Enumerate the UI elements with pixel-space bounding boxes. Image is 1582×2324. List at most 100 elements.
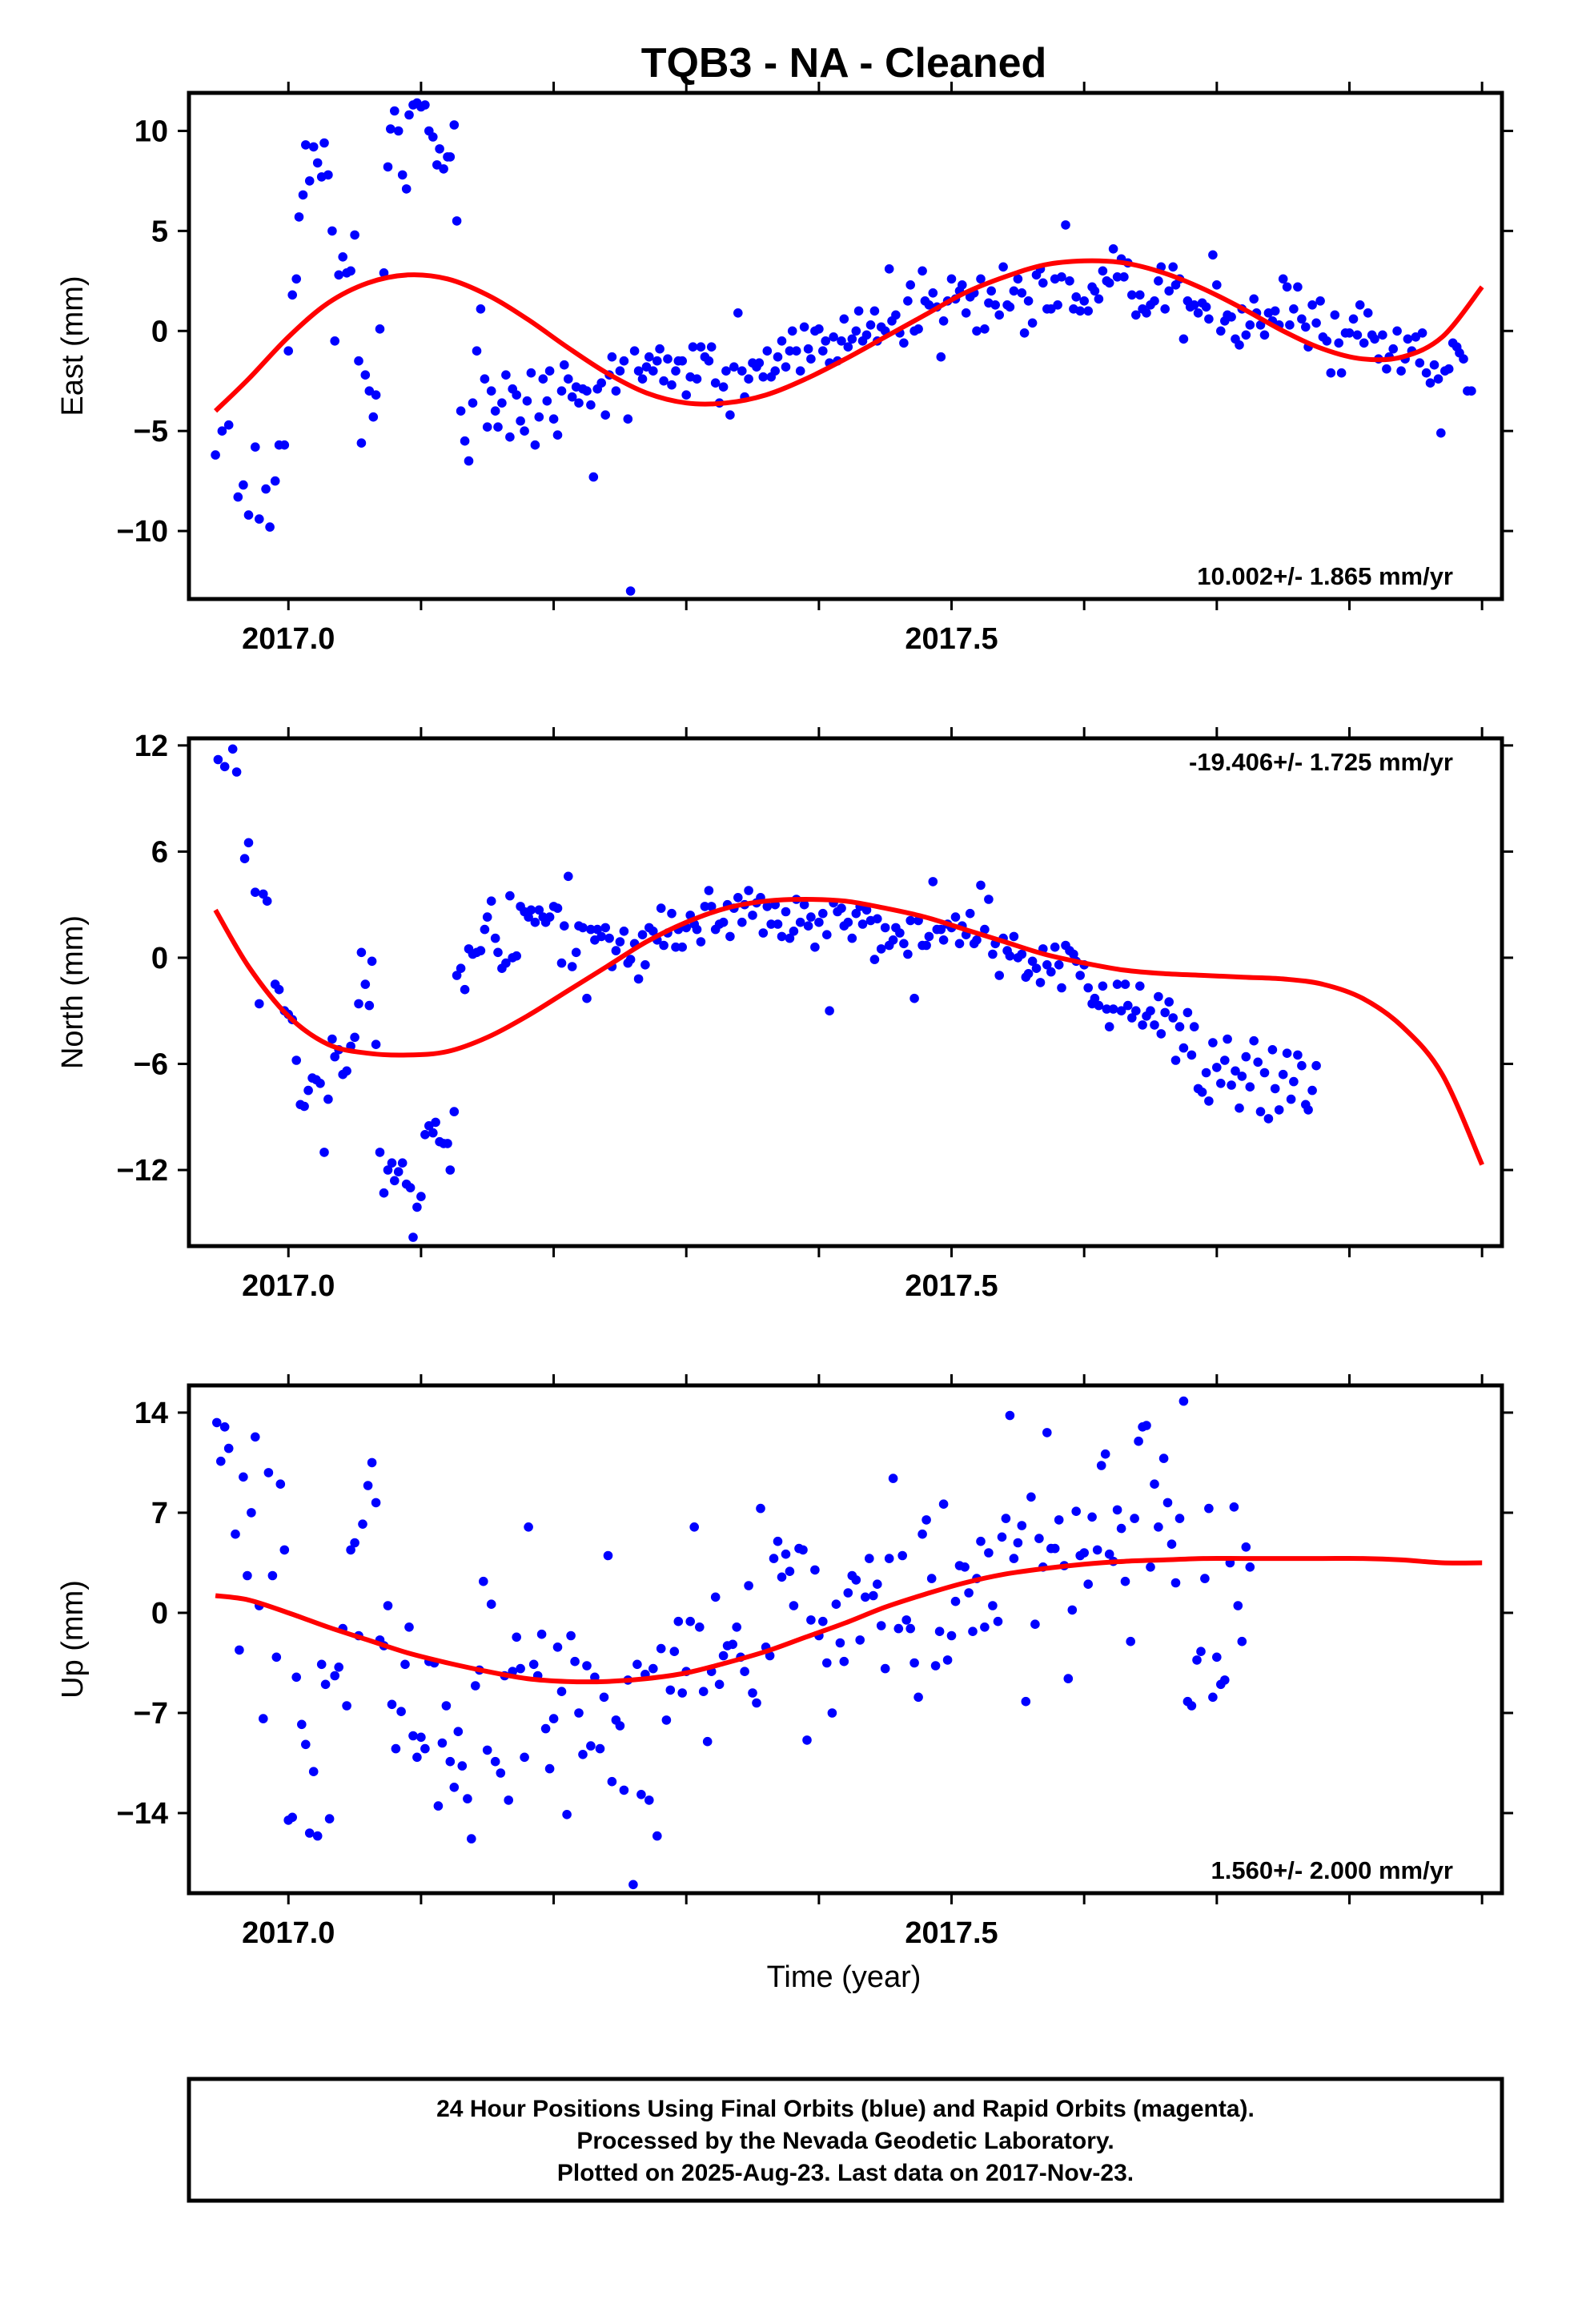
up-data-point: [219, 1422, 230, 1432]
east-data-point: [298, 190, 308, 200]
up-data-point: [363, 1481, 373, 1490]
up-data-point: [673, 1616, 684, 1626]
up-data-point: [698, 1687, 709, 1696]
up-data-point: [865, 1554, 874, 1563]
up-data-point: [806, 1615, 816, 1625]
east-data-point: [1370, 334, 1379, 344]
north-data-point: [1241, 1051, 1251, 1062]
up-data-point: [275, 1479, 286, 1489]
up-data-point: [1208, 1692, 1218, 1703]
north-data-point: [1204, 1096, 1214, 1106]
east-data-point: [1421, 368, 1431, 378]
east-fit-curve: [214, 258, 1484, 413]
north-data-point: [980, 924, 990, 935]
up-data-point: [1067, 1605, 1078, 1615]
east-data-point: [648, 366, 658, 376]
up-data-point: [1146, 1562, 1155, 1572]
east-data-point: [1178, 334, 1189, 344]
north-data-point: [1054, 960, 1064, 970]
north-data-point: [560, 921, 569, 931]
east-data-point: [312, 158, 323, 168]
up-data-point: [702, 1736, 713, 1747]
up-data-point: [1154, 1522, 1163, 1532]
east-data-point: [386, 124, 396, 134]
north-data-point: [596, 931, 606, 942]
north-data-point: [1075, 971, 1085, 980]
north-data-point: [255, 999, 264, 1009]
east-data-point: [1019, 328, 1030, 338]
east-data-point: [814, 324, 824, 334]
north-data-point: [379, 1188, 389, 1198]
east-data-point: [1131, 310, 1141, 320]
east-y-tick-label: −10: [117, 515, 168, 549]
up-data-point: [1178, 1396, 1189, 1406]
up-data-point: [396, 1707, 406, 1716]
north-data-point: [625, 955, 636, 964]
up-data-point: [839, 1656, 849, 1667]
up-y-axis-label: Up (mm): [56, 1580, 90, 1699]
north-data-point: [571, 947, 581, 958]
up-data-point: [463, 1794, 472, 1803]
up-data-point: [769, 1554, 779, 1563]
up-data-point: [471, 1681, 480, 1691]
north-data-point: [445, 1165, 456, 1175]
east-data-point: [710, 378, 721, 388]
north-data-point: [876, 944, 886, 954]
east-data-point: [428, 132, 438, 142]
up-data-point: [540, 1723, 551, 1734]
up-panel: 2017.0 2017.5 14 7 0 −7 −14 Up (mm) 1.560+/- 2.0…: [56, 1374, 1513, 1950]
east-data-point: [1297, 314, 1307, 324]
north-data-point: [1174, 1022, 1185, 1031]
east-data-point: [390, 106, 400, 116]
east-data-point: [574, 398, 584, 408]
north-data-point: [1303, 1105, 1313, 1115]
north-data-point: [837, 903, 846, 913]
east-data-point: [958, 280, 967, 290]
north-data-point: [1017, 949, 1027, 959]
east-data-point: [1433, 374, 1443, 384]
east-data-point: [375, 324, 385, 334]
up-data-point: [1245, 1562, 1255, 1572]
up-data-point: [408, 1731, 418, 1741]
up-data-point: [1079, 1548, 1089, 1558]
north-data-point: [950, 912, 961, 922]
east-data-point: [1429, 360, 1439, 370]
east-data-point: [501, 370, 511, 380]
east-data-point: [346, 266, 355, 276]
up-data-point: [251, 1432, 260, 1442]
east-data-point: [806, 354, 816, 364]
east-data-point: [1023, 296, 1034, 306]
north-data-point: [420, 1130, 430, 1140]
east-data-point: [818, 346, 828, 356]
east-data-point: [1164, 286, 1174, 296]
up-data-point: [964, 1588, 974, 1598]
north-data-point: [847, 933, 857, 943]
up-data-point: [714, 1679, 725, 1690]
east-data-point: [706, 342, 717, 352]
east-data-point: [611, 386, 621, 396]
north-data-point: [1046, 967, 1056, 977]
up-data-point: [1130, 1514, 1139, 1523]
north-data-point: [1131, 1006, 1141, 1015]
north-data-point: [972, 935, 982, 945]
north-data-point: [633, 974, 644, 984]
east-data-point: [211, 450, 220, 460]
east-data-point: [596, 378, 606, 388]
up-data-point: [685, 1616, 695, 1626]
north-data-point: [1253, 1057, 1263, 1068]
north-data-point: [476, 946, 486, 955]
north-data-point: [1263, 1114, 1274, 1124]
north-data-point: [1094, 1000, 1104, 1011]
north-data-point: [1212, 1063, 1222, 1072]
east-data-point: [1057, 272, 1066, 282]
north-data-point: [615, 937, 625, 947]
east-data-point: [1326, 368, 1336, 378]
east-panel: 2017.0 2017.5 10 5 0 −5 −10 East (mm) 10.002+/- …: [56, 82, 1513, 656]
east-data-point: [865, 320, 876, 330]
up-data-point: [752, 1698, 761, 1708]
east-data-point: [1017, 288, 1027, 298]
east-data-point: [1293, 282, 1303, 292]
up-data-point: [976, 1536, 986, 1546]
north-data-point: [1009, 931, 1019, 942]
up-data-point: [479, 1576, 488, 1586]
